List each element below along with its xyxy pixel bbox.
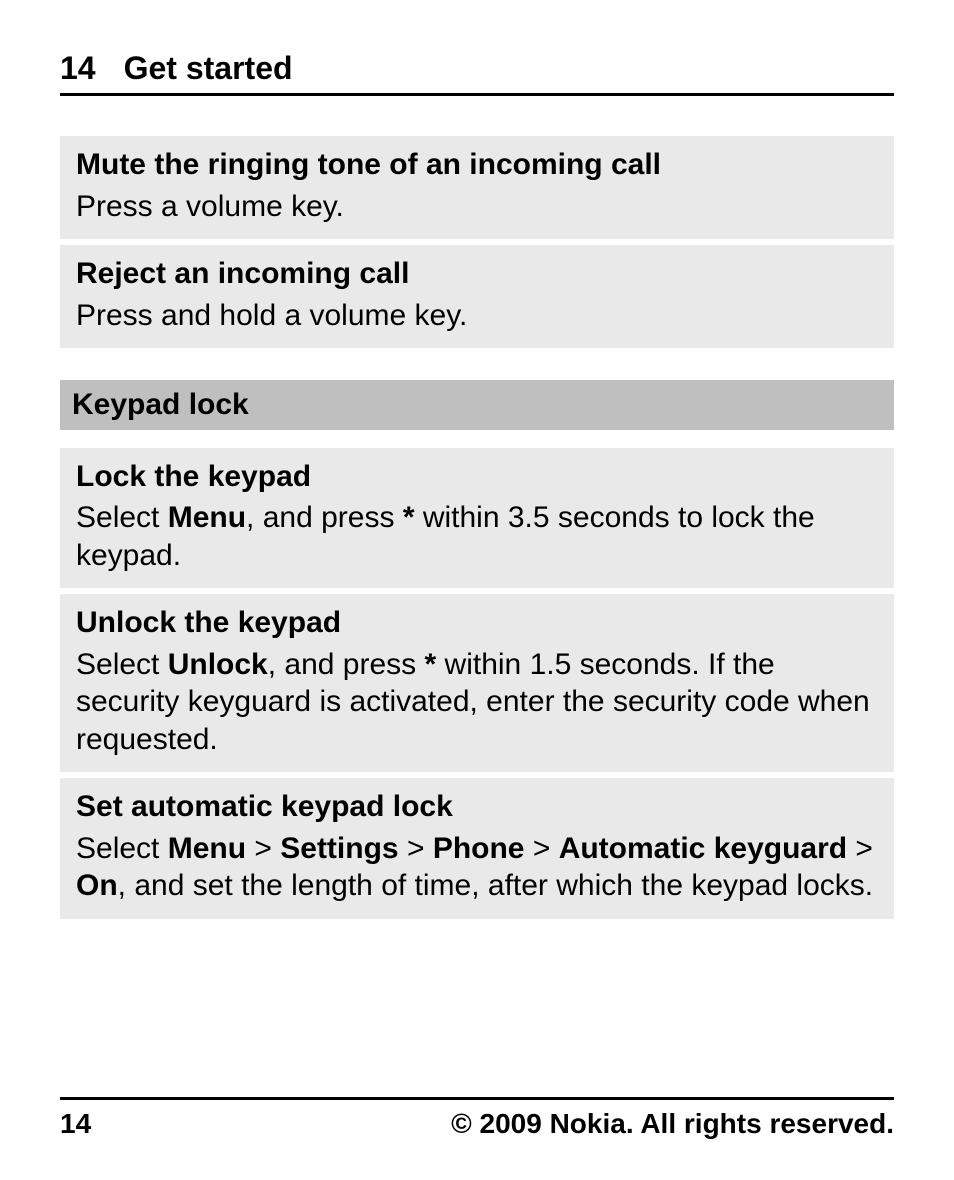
menu-path-item: Phone <box>433 832 525 865</box>
block-body: Press and hold a volume key. <box>76 297 878 335</box>
menu-path-item: Settings <box>280 832 398 865</box>
header-page-number: 14 <box>60 50 96 87</box>
block-title: Unlock the keypad <box>76 604 878 642</box>
page-footer: 14 © 2009 Nokia. All rights reserved. <box>60 1097 894 1140</box>
path-separator: > <box>524 832 558 865</box>
text-run: Select <box>76 832 168 865</box>
key-label: * <box>425 648 437 681</box>
page-header: 14 Get started <box>60 50 894 96</box>
path-separator: > <box>847 832 873 865</box>
text-run: Select <box>76 648 168 681</box>
block-body: Select Menu, and press * within 3.5 seco… <box>76 499 878 574</box>
header-line: 14 Get started <box>60 50 894 87</box>
text-run: , and press <box>268 648 425 681</box>
instruction-block-lock-keypad: Lock the keypad Select Menu, and press *… <box>60 448 894 589</box>
text-run: , and press <box>246 501 403 534</box>
document-page: 14 Get started Mute the ringing tone of a… <box>0 0 954 1180</box>
text-run: Select <box>76 501 168 534</box>
block-body: Press a volume key. <box>76 188 878 226</box>
block-title: Lock the keypad <box>76 458 878 496</box>
text-run: , and set the length of time, after whic… <box>118 869 873 902</box>
menu-path-item: Menu <box>168 832 246 865</box>
menu-path-item: Automatic keyguard <box>559 832 847 865</box>
path-separator: > <box>399 832 433 865</box>
section-heading-keypad-lock: Keypad lock <box>60 380 894 430</box>
instruction-block-mute: Mute the ringing tone of an incoming cal… <box>60 136 894 239</box>
path-separator: > <box>246 832 280 865</box>
instruction-block-auto-lock: Set automatic keypad lock Select Menu > … <box>60 778 894 919</box>
footer-copyright: © 2009 Nokia. All rights reserved. <box>451 1108 894 1140</box>
instruction-block-unlock-keypad: Unlock the keypad Select Unlock, and pre… <box>60 594 894 772</box>
header-section-title: Get started <box>124 50 293 86</box>
block-body: Select Menu > Settings > Phone > Automat… <box>76 830 878 905</box>
block-title: Mute the ringing tone of an incoming cal… <box>76 146 878 184</box>
instruction-block-reject: Reject an incoming call Press and hold a… <box>60 245 894 348</box>
footer-page-number: 14 <box>60 1108 91 1140</box>
key-label: * <box>403 501 415 534</box>
block-title: Reject an incoming call <box>76 255 878 293</box>
block-title: Set automatic keypad lock <box>76 788 878 826</box>
menu-label: Menu <box>168 501 246 534</box>
block-body: Select Unlock, and press * within 1.5 se… <box>76 646 878 759</box>
page-content: Mute the ringing tone of an incoming cal… <box>60 136 894 1097</box>
menu-label: Unlock <box>168 648 268 681</box>
menu-path-item: On <box>76 869 118 902</box>
